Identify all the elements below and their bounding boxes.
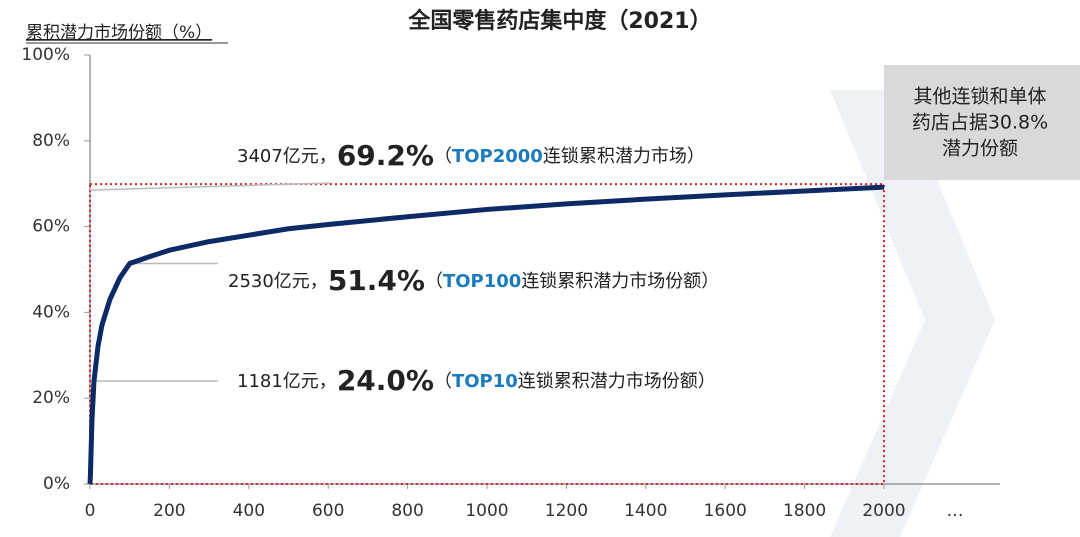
- y-tick-label: 40%: [32, 302, 70, 322]
- line-series: [87, 184, 885, 485]
- highlight-frame: [89, 183, 885, 486]
- side-note-line: 潜力份额: [942, 138, 1018, 160]
- x-tick-label: 1000: [465, 501, 508, 521]
- annotation-share: 69.2%: [337, 139, 434, 172]
- annotation-share: 24.0%: [337, 364, 434, 397]
- x-tick-label: 1600: [704, 501, 747, 521]
- annotation: 1181亿元，24.0%（TOP10连锁累积潜力市场份额）: [237, 364, 716, 397]
- x-ellipsis: …: [947, 501, 964, 521]
- y-tick-label: 20%: [32, 388, 70, 408]
- annotation-amount: 3407亿元，: [237, 146, 337, 167]
- y-axis-label: 累积潜力市场份额（%）: [26, 23, 212, 43]
- chart-title: 全国零售药店集中度（2021）: [407, 8, 711, 34]
- annotation-open: （: [425, 271, 443, 292]
- annotation-open: （: [434, 146, 452, 167]
- annotation-desc: 连锁累积潜力市场）: [543, 146, 705, 167]
- y-tick-label: 0%: [43, 474, 70, 494]
- annotation: 2530亿元，51.4%（TOP100连锁累积潜力市场份额）: [228, 264, 719, 297]
- x-tick-label: 400: [233, 501, 265, 521]
- annotation-desc: 连锁累积潜力市场份额）: [521, 271, 719, 292]
- x-tick-label: 2000: [862, 501, 905, 521]
- leader-line: [89, 182, 331, 191]
- x-tick-label: 800: [391, 501, 423, 521]
- annotation-share: 51.4%: [328, 264, 425, 297]
- annotation-tier: TOP2000: [452, 146, 543, 167]
- annotation-open: （: [434, 371, 452, 392]
- side-note-line: 其他连锁和单体: [913, 86, 1046, 108]
- annotation-amount: 1181亿元，: [237, 371, 337, 392]
- x-tick-label: 1800: [783, 501, 826, 521]
- x-tick-label: 600: [312, 501, 344, 521]
- y-tick-label: 60%: [32, 217, 70, 237]
- y-tick-label: 80%: [32, 131, 70, 151]
- side-note-box: [884, 65, 1080, 180]
- annotation-tier: TOP100: [443, 271, 521, 292]
- x-tick-label: 200: [153, 501, 185, 521]
- x-tick-label: 1400: [624, 501, 667, 521]
- annotation: 3407亿元，69.2%（TOP2000连锁累积潜力市场）: [237, 139, 705, 172]
- x-tick-label: 1200: [545, 501, 588, 521]
- annotation-desc: 连锁累积潜力市场份额）: [518, 371, 716, 392]
- side-note-line: 药店占据30.8%: [912, 112, 1048, 134]
- annotation-amount: 2530亿元，: [228, 271, 328, 292]
- annotation-tier: TOP10: [452, 371, 518, 392]
- x-tick-label: 0: [85, 501, 96, 521]
- y-tick-label: 100%: [21, 45, 70, 65]
